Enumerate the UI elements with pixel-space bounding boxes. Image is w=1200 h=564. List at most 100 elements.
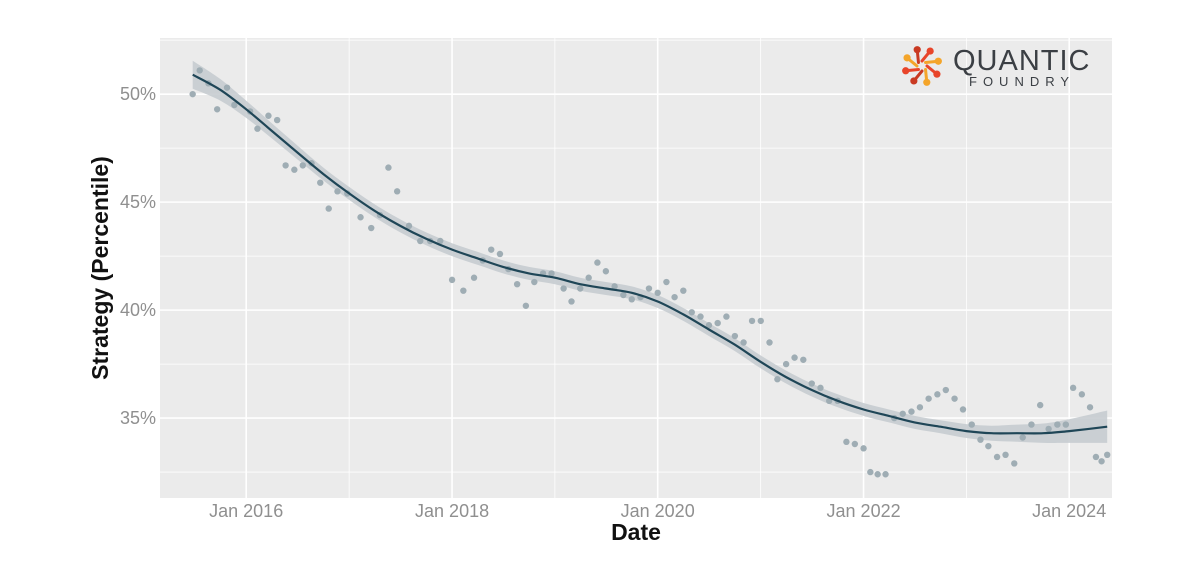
data-point: [299, 162, 306, 169]
data-point: [671, 293, 678, 301]
data-point: [774, 376, 781, 383]
x-tick-label: Jan 2018: [415, 501, 489, 521]
data-point: [959, 406, 967, 413]
data-point: [740, 339, 747, 346]
data-point: [393, 188, 401, 195]
data-point: [882, 471, 889, 478]
data-point: [731, 332, 739, 340]
data-point: [817, 384, 824, 392]
data-point: [265, 112, 272, 119]
data-point: [513, 280, 521, 288]
data-point: [867, 468, 874, 476]
data-point: [916, 404, 924, 411]
data-point: [1104, 451, 1111, 459]
logo-wordmark: QUANTIC: [953, 45, 1091, 77]
data-point: [1054, 421, 1061, 428]
data-point: [334, 188, 341, 195]
data-point: [602, 268, 610, 275]
data-point: [325, 205, 332, 212]
data-point: [645, 285, 653, 292]
data-point: [993, 453, 1001, 461]
data-point: [405, 222, 413, 230]
data-point: [254, 125, 261, 132]
data-point: [620, 291, 627, 299]
logo-node: [934, 57, 942, 65]
data-point: [951, 395, 958, 402]
data-point: [1011, 460, 1018, 467]
data-point: [628, 296, 635, 303]
data-point: [908, 408, 915, 415]
data-point: [968, 421, 975, 428]
data-point: [977, 436, 984, 443]
data-point: [577, 285, 584, 292]
data-point: [488, 246, 495, 253]
data-point: [874, 471, 881, 478]
data-point: [782, 360, 790, 368]
data-point: [611, 283, 618, 290]
data-point: [663, 278, 670, 286]
data-point: [1098, 458, 1105, 465]
data-point: [757, 317, 764, 325]
data-point: [934, 391, 941, 398]
data-point: [470, 274, 478, 281]
data-point: [1002, 451, 1009, 459]
logo-node: [923, 78, 931, 86]
y-tick-label: 40%: [120, 300, 156, 320]
data-point: [654, 289, 661, 297]
data-point: [1086, 404, 1094, 411]
minor-gridlines: [160, 38, 1112, 498]
data-point: [531, 278, 538, 286]
x-tick-label: Jan 2016: [209, 501, 283, 521]
data-point: [748, 317, 756, 325]
x-tick-label: Jan 2022: [827, 501, 901, 521]
data-point: [860, 445, 867, 452]
data-point: [213, 106, 221, 113]
data-point: [925, 395, 932, 402]
data-point: [808, 380, 815, 387]
data-point: [843, 438, 850, 446]
logo-node: [913, 46, 921, 54]
data-point: [942, 386, 950, 394]
data-point: [496, 250, 504, 258]
data-point: [594, 259, 601, 266]
data-point: [548, 270, 555, 277]
data-point: [766, 339, 773, 346]
x-tick-label: Jan 2024: [1032, 501, 1106, 521]
data-point: [522, 302, 530, 309]
data-point: [1062, 421, 1070, 428]
data-point: [800, 356, 807, 363]
data-point: [448, 276, 456, 284]
y-tick-label: 50%: [120, 84, 156, 104]
data-point: [688, 309, 695, 316]
data-point: [223, 84, 231, 91]
plot-panel: [160, 38, 1112, 498]
data-point: [231, 101, 238, 109]
data-point: [1069, 384, 1077, 392]
major-gridlines: [160, 38, 1112, 498]
data-point: [282, 162, 289, 169]
data-point: [705, 322, 713, 329]
data-point: [317, 179, 324, 186]
data-point: [1078, 391, 1086, 398]
logo-node: [910, 77, 918, 85]
data-point: [791, 354, 798, 361]
data-point: [714, 319, 721, 327]
data-point: [568, 298, 575, 305]
logo-node: [902, 67, 910, 75]
data-point: [368, 224, 375, 232]
data-point: [851, 440, 859, 448]
data-point: [460, 287, 467, 294]
data-point: [1045, 425, 1052, 433]
y-axis-title: Strategy (Percentile): [87, 156, 113, 380]
logo-node: [903, 54, 911, 62]
data-point: [273, 116, 281, 124]
data-point: [1036, 401, 1044, 409]
y-tick-label: 45%: [120, 192, 156, 212]
x-tick-label: Jan 2020: [621, 501, 695, 521]
data-point: [196, 67, 203, 74]
data-point: [985, 442, 992, 450]
data-point: [723, 313, 730, 320]
data-point: [680, 287, 687, 294]
data-point: [585, 274, 592, 281]
